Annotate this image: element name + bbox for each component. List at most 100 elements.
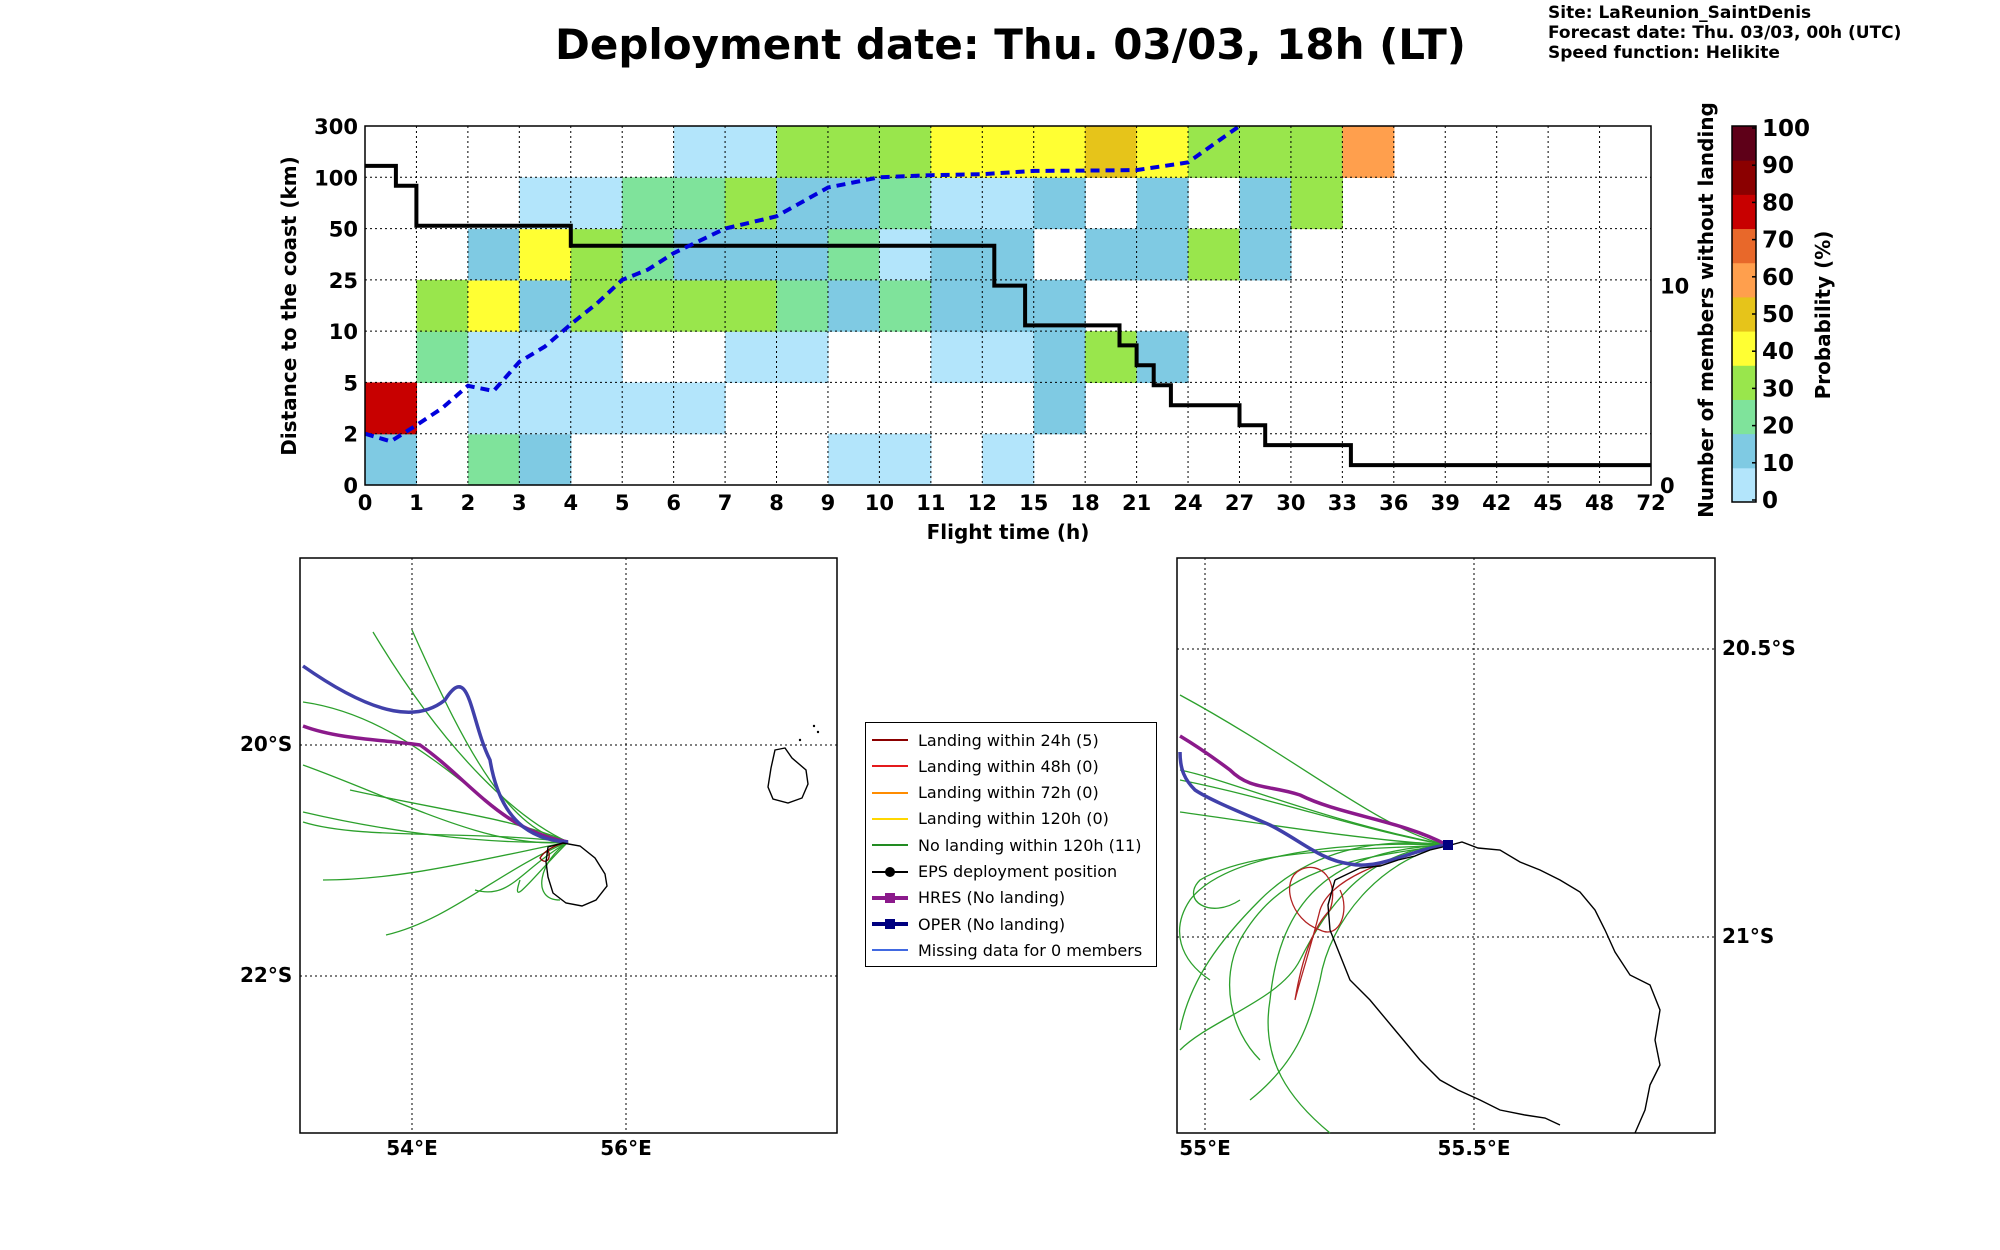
square-marker-icon: [885, 892, 895, 903]
heatmap-cell: [1085, 331, 1138, 384]
x-tick-label: 30: [1276, 491, 1305, 515]
y-tick-label: 300: [314, 115, 358, 139]
heatmap-cell: [673, 126, 726, 178]
heatmap-cell: [467, 228, 520, 281]
x-axis-label: Flight time (h): [927, 520, 1090, 544]
y2-axis-label: Number of members without landing: [1694, 102, 1718, 518]
map-left-lon-label: 56°E: [600, 1136, 652, 1160]
heatmap-cell: [982, 177, 1035, 230]
heatmap-cell: [673, 177, 726, 230]
map-left-frame: [299, 557, 838, 1134]
legend-label: OPER (No landing): [918, 914, 1066, 934]
heatmap-cell: [570, 331, 623, 384]
heatmap-cell: [776, 126, 829, 178]
map-left-reunion-coastline: [545, 842, 608, 907]
legend-label: Landing within 48h (0): [918, 756, 1099, 776]
x-tick-label: 8: [769, 491, 784, 515]
x-tick-label: 42: [1482, 491, 1511, 515]
map-left-lat-label: 20°S: [240, 732, 292, 756]
heatmap-cell: [1033, 279, 1086, 332]
heatmap-cell: [776, 279, 829, 332]
heatmap-cell: [673, 382, 726, 435]
heatmap-cell: [622, 177, 675, 230]
legend-label: Landing within 120h (0): [918, 809, 1109, 829]
heatmap-cell: [725, 126, 778, 178]
heatmap-cell: [1290, 177, 1343, 230]
legend-entry: Landing within 24h (5): [872, 729, 1099, 751]
heatmap-cell: [827, 126, 880, 178]
y-tick-label: 25: [329, 269, 358, 293]
map-left-islet: [816, 730, 820, 734]
heatmap-cell: [467, 382, 520, 435]
x-tick-label: 6: [666, 491, 681, 515]
x-tick-label: 1: [409, 491, 424, 515]
heatmap-cell: [725, 331, 778, 384]
heatmap-cell: [365, 433, 418, 486]
map-right-lat-label: 21°S: [1722, 924, 1774, 948]
heatmap-cell: [570, 382, 623, 435]
x-tick-label: 33: [1328, 491, 1357, 515]
x-tick-label: 21: [1122, 491, 1151, 515]
map-right-reunion-coastline: [1327, 841, 1661, 1134]
colorbar-swatch: [1732, 262, 1756, 298]
heatmap-cell: [673, 279, 726, 332]
heatmap-cell: [519, 382, 572, 435]
heatmap-cell: [879, 228, 932, 281]
heatmap-cell: [879, 177, 932, 230]
legend-label: HRES (No landing): [918, 888, 1066, 908]
square-marker-icon: [885, 919, 895, 930]
heatmap-cell: [879, 279, 932, 332]
heatmap-cell: [1136, 177, 1189, 230]
heatmap-cell: [725, 279, 778, 332]
x-tick-label: 0: [358, 491, 373, 515]
mean-distance-line: [364, 124, 1241, 444]
x-tick-label: 15: [1019, 491, 1048, 515]
legend-entry: Landing within 48h (0): [872, 755, 1099, 777]
y2-tick-label: 10: [1660, 275, 1689, 299]
y2-axis-ticks: 0 10: [1660, 275, 1689, 498]
map-right-oper-track: [1178, 751, 1448, 867]
x-tick-label: 27: [1225, 491, 1254, 515]
colorbar-swatch: [1732, 331, 1756, 366]
colorbar-tick-label: 50: [1762, 302, 1794, 328]
heatmap-cell: [1239, 228, 1292, 281]
legend-entry: No landing within 120h (11): [872, 834, 1141, 856]
heatmap-cell: [365, 382, 418, 435]
heatmap-cell: [827, 177, 880, 230]
x-tick-label: 48: [1585, 491, 1614, 515]
heatmap-cell: [416, 279, 469, 332]
colorbar-tick-label: 40: [1762, 339, 1794, 365]
probability-heatmap: [365, 126, 1395, 486]
heatmap-cell: [622, 382, 675, 435]
heatmap-cell: [570, 177, 623, 230]
heatmap-cell: [776, 228, 829, 281]
map-right-lon-label: 55°E: [1179, 1136, 1231, 1160]
heatmap-cell: [1188, 228, 1241, 281]
heatmap-cell: [982, 433, 1035, 486]
map-left-islet: [798, 738, 802, 742]
heatmap-cell: [1239, 177, 1292, 230]
colorbar-swatch: [1732, 228, 1756, 264]
x-tick-label: 18: [1071, 491, 1100, 515]
heatmap-cell: [827, 228, 880, 281]
heatmap-cell: [776, 331, 829, 384]
colorbar-tick-label: 10: [1762, 451, 1794, 477]
heatmap-cell: [930, 279, 983, 332]
x-tick-label: 12: [968, 491, 997, 515]
heatmap-cell: [1290, 126, 1343, 178]
map-right-hres-track: [1179, 734, 1448, 847]
colorbar-tick-label: 60: [1762, 265, 1794, 291]
heatmap-cell: [519, 279, 572, 332]
heatmap-cell: [467, 433, 520, 486]
heatmap-cell: [879, 433, 932, 486]
heatmap-cell: [1342, 126, 1395, 178]
map-right-deployment-marker: [1443, 840, 1453, 850]
heatmap-cell: [467, 331, 520, 384]
y-tick-label: 0: [343, 474, 358, 498]
colorbar-swatch: [1732, 126, 1756, 161]
heatmap-cell: [827, 279, 880, 332]
heatmap-cell: [519, 433, 572, 486]
heatmap-cell: [1085, 228, 1138, 281]
map-right: 20.5°S 21°S 55°E 55.5°E: [1176, 557, 1796, 1160]
